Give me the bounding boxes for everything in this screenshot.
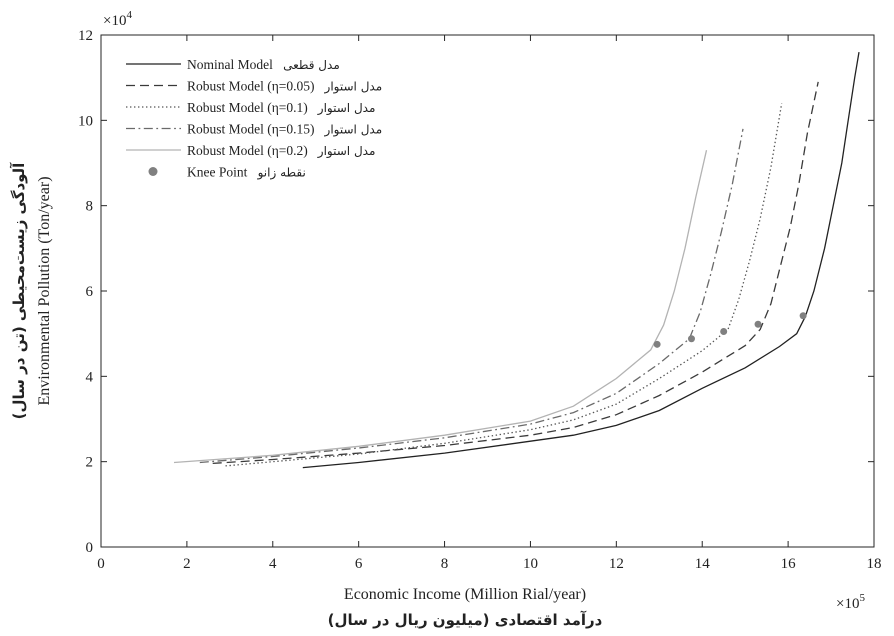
knee-point-2: [754, 320, 762, 328]
y-tick-label: 2: [86, 455, 94, 471]
y-axis-title-fa: آلودگی زیست‌محیطی (تن در سال): [10, 162, 28, 420]
legend-label-fa: مدل استوار: [324, 80, 383, 95]
legend-label: Robust Model (η=0.15): [187, 122, 315, 137]
legend-label-fa: نقطه زانو: [257, 166, 306, 181]
x-axis-title-fa: درآمد اقتصادی (میلیون ریال در سال): [328, 611, 603, 629]
x-tick-label: 14: [695, 556, 711, 572]
knee-point-3: [720, 328, 728, 336]
y-axis-title: Environmental Pollution (Ton/year): [36, 176, 53, 405]
legend-label: Robust Model (η=0.2): [187, 143, 308, 158]
series-line-3: [225, 103, 783, 467]
legend-label: Robust Model (η=0.1): [187, 100, 308, 115]
x-tick-label: 16: [781, 556, 797, 572]
legend-label-fa: مدل استوار: [317, 144, 376, 159]
legend-label-fa: مدل استوار: [324, 123, 383, 138]
y-tick-label: 0: [86, 540, 94, 556]
knee-point-5: [653, 340, 661, 348]
legend-label-fa: مدل استوار: [317, 101, 376, 116]
knee-point-1: [799, 312, 807, 320]
legend-label: Robust Model (η=0.05): [187, 79, 315, 94]
x-tick-label: 10: [523, 556, 538, 572]
series-line-5: [173, 150, 708, 464]
y-exponent-label: ×104: [103, 9, 132, 29]
legend-label: Knee Point: [187, 165, 248, 180]
legend-label-fa: مدل قطعی: [283, 58, 340, 72]
y-tick-label: 8: [86, 199, 94, 215]
x-tick-label: 0: [97, 556, 105, 572]
x-tick-label: 18: [867, 556, 882, 572]
x-tick-label: 2: [183, 556, 191, 572]
legend-label: Nominal Model: [187, 57, 273, 72]
legend: Nominal Model مدل قطعی Robust Model (η=0.0…: [126, 57, 382, 181]
series-line-4: [199, 128, 744, 464]
legend-knee-marker: [148, 167, 158, 176]
x-tick-label: 4: [269, 556, 277, 572]
y-tick-label: 4: [86, 369, 94, 385]
x-axis-title: Economic Income (Million Rial/year): [344, 586, 586, 603]
x-tick-label: 12: [609, 556, 624, 572]
series-line-2: [212, 81, 819, 465]
y-tick-label: 6: [86, 284, 94, 300]
x-tick-label: 6: [355, 556, 363, 572]
x-tick-label: 8: [441, 556, 449, 572]
x-exponent-label: ×105: [836, 592, 865, 612]
y-tick-label: 10: [78, 113, 93, 129]
y-tick-label: 12: [78, 28, 93, 44]
series-line-1: [302, 51, 860, 469]
knee-point-4: [687, 335, 695, 343]
